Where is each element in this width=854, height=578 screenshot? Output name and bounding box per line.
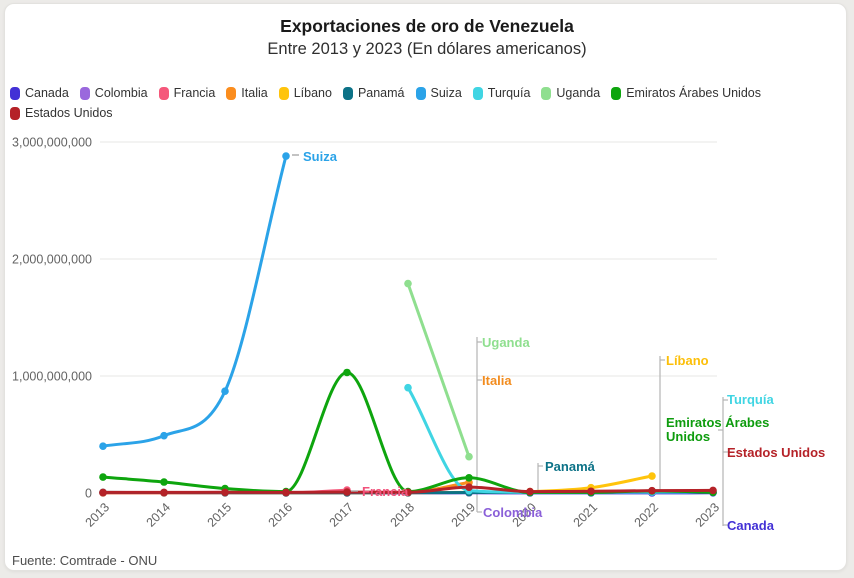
x-axis-tick-label: 2015 bbox=[205, 500, 235, 530]
chart-card bbox=[4, 3, 847, 571]
series-estados-unidos bbox=[99, 483, 717, 497]
legend-swatch-icon bbox=[611, 86, 622, 100]
data-point-uganda bbox=[465, 452, 473, 461]
label-connector bbox=[537, 463, 543, 491]
x-axis-tick-label: 2021 bbox=[571, 500, 601, 530]
y-axis-tick-label: 1,000,000,000 bbox=[12, 370, 92, 384]
legend-swatch-icon bbox=[415, 86, 426, 100]
legend-item-francia: Francia bbox=[158, 84, 216, 102]
series-label-panama: Panamá bbox=[545, 459, 596, 474]
label-connector bbox=[718, 397, 728, 526]
legend-label: Colombia bbox=[94, 86, 148, 100]
legend-item-estados-unidos: Estados Unidos bbox=[10, 104, 113, 122]
data-point-estados-unidos bbox=[221, 488, 229, 497]
legend-label: Turquía bbox=[487, 86, 531, 100]
data-point-estados-unidos bbox=[709, 486, 717, 495]
x-axis-tick-label: 2019 bbox=[449, 500, 479, 530]
chart-header: Exportaciones de oro de Venezuela Entre … bbox=[0, 14, 854, 60]
legend-swatch-icon bbox=[541, 86, 552, 100]
legend-item-colombia: Colombia bbox=[79, 84, 148, 102]
legend-label: Italia bbox=[241, 86, 268, 100]
x-axis-tick-label: 2016 bbox=[266, 500, 296, 530]
legend-item-emiratos: Emiratos Árabes Unidos bbox=[611, 84, 761, 102]
data-point-emiratos bbox=[465, 473, 473, 482]
legend-label: Líbano bbox=[293, 86, 332, 100]
data-point-emiratos bbox=[160, 478, 168, 486]
data-point-uganda bbox=[404, 279, 412, 288]
chart-subtitle: Entre 2013 y 2023 (En dólares americanos… bbox=[267, 40, 587, 58]
y-axis-tick-label: 3,000,000,000 bbox=[12, 136, 92, 150]
data-point-suiza bbox=[160, 431, 168, 440]
x-axis-tick-label: 2014 bbox=[144, 500, 174, 530]
legend-swatch-icon bbox=[278, 86, 289, 100]
legend-label: Emiratos Árabes Unidos bbox=[626, 86, 761, 100]
data-point-estados-unidos bbox=[282, 488, 290, 497]
series-suiza bbox=[99, 152, 290, 451]
series-label-francia: Francia bbox=[362, 484, 409, 499]
legend-label: Uganda bbox=[556, 86, 601, 100]
series-label-turquia: Turquía bbox=[727, 392, 774, 407]
series-label-libano: Líbano bbox=[666, 353, 709, 368]
data-point-libano bbox=[648, 472, 656, 480]
legend-swatch-icon bbox=[342, 86, 353, 100]
legend-swatch-icon bbox=[10, 86, 20, 100]
y-axis-tick-label: 0 bbox=[85, 487, 92, 501]
x-axis-tick-label: 2018 bbox=[388, 500, 418, 530]
data-point-suiza bbox=[99, 442, 107, 451]
x-axis-tick-label: 2023 bbox=[693, 500, 723, 530]
label-connector bbox=[659, 356, 665, 491]
legend-item-libano: Líbano bbox=[278, 84, 332, 102]
source-note: Fuente: Comtrade - ONU bbox=[12, 553, 158, 568]
legend-label: Panamá bbox=[357, 86, 405, 100]
series-label-colombia: Colombia bbox=[483, 505, 543, 520]
label-connector bbox=[476, 337, 482, 513]
data-point-estados-unidos bbox=[587, 487, 595, 496]
legend-item-canada: Canada bbox=[10, 84, 69, 102]
legend-item-uganda: Uganda bbox=[541, 84, 600, 102]
x-axis-tick-label: 2013 bbox=[83, 500, 113, 530]
legend-label: Francia bbox=[173, 86, 216, 100]
data-point-suiza bbox=[221, 387, 229, 396]
legend-item-italia: Italia bbox=[226, 84, 268, 102]
data-point-estados-unidos bbox=[343, 488, 351, 496]
legend-swatch-icon bbox=[472, 86, 483, 100]
y-axis-tick-label: 2,000,000,000 bbox=[12, 253, 92, 267]
data-point-emiratos bbox=[343, 368, 351, 377]
data-point-turquia bbox=[404, 383, 412, 392]
legend-swatch-icon bbox=[79, 86, 90, 100]
legend-item-panama: Panamá bbox=[342, 84, 405, 102]
series-label-suiza: Suiza bbox=[303, 149, 338, 164]
legend-item-turquia: Turquía bbox=[472, 84, 531, 102]
series-uganda bbox=[404, 279, 473, 461]
series-label-estados-unidos: Estados Unidos bbox=[727, 445, 825, 460]
legend-item-suiza: Suiza bbox=[415, 84, 462, 102]
legend-label: Suiza bbox=[430, 86, 462, 100]
x-axis-tick-label: 2022 bbox=[632, 500, 662, 530]
x-axis-tick-label: 2017 bbox=[327, 500, 357, 530]
data-point-estados-unidos bbox=[404, 488, 412, 497]
data-point-estados-unidos bbox=[99, 488, 107, 497]
legend-swatch-icon bbox=[10, 106, 20, 120]
legend-swatch-icon bbox=[226, 86, 237, 100]
legend-swatch-icon bbox=[158, 86, 169, 100]
data-point-estados-unidos bbox=[648, 486, 656, 495]
data-point-estados-unidos bbox=[160, 488, 168, 497]
series-label-italia: Italia bbox=[482, 373, 512, 388]
legend-label: Canada bbox=[25, 86, 69, 100]
legend: Canada Colombia Francia Italia Líbano Panamá S… bbox=[10, 84, 848, 122]
page-title: Exportaciones de oro de Venezuela bbox=[280, 16, 574, 36]
data-point-emiratos bbox=[99, 473, 107, 481]
legend-label: Estados Unidos bbox=[25, 106, 113, 120]
data-point-estados-unidos bbox=[526, 487, 534, 496]
data-point-estados-unidos bbox=[465, 483, 473, 491]
series-label-uganda: Uganda bbox=[482, 335, 530, 350]
series-label-emiratos: Emiratos Árabes Unidos bbox=[666, 415, 769, 444]
data-point-suiza bbox=[282, 152, 290, 160]
series-label-canada: Canada bbox=[727, 518, 775, 533]
